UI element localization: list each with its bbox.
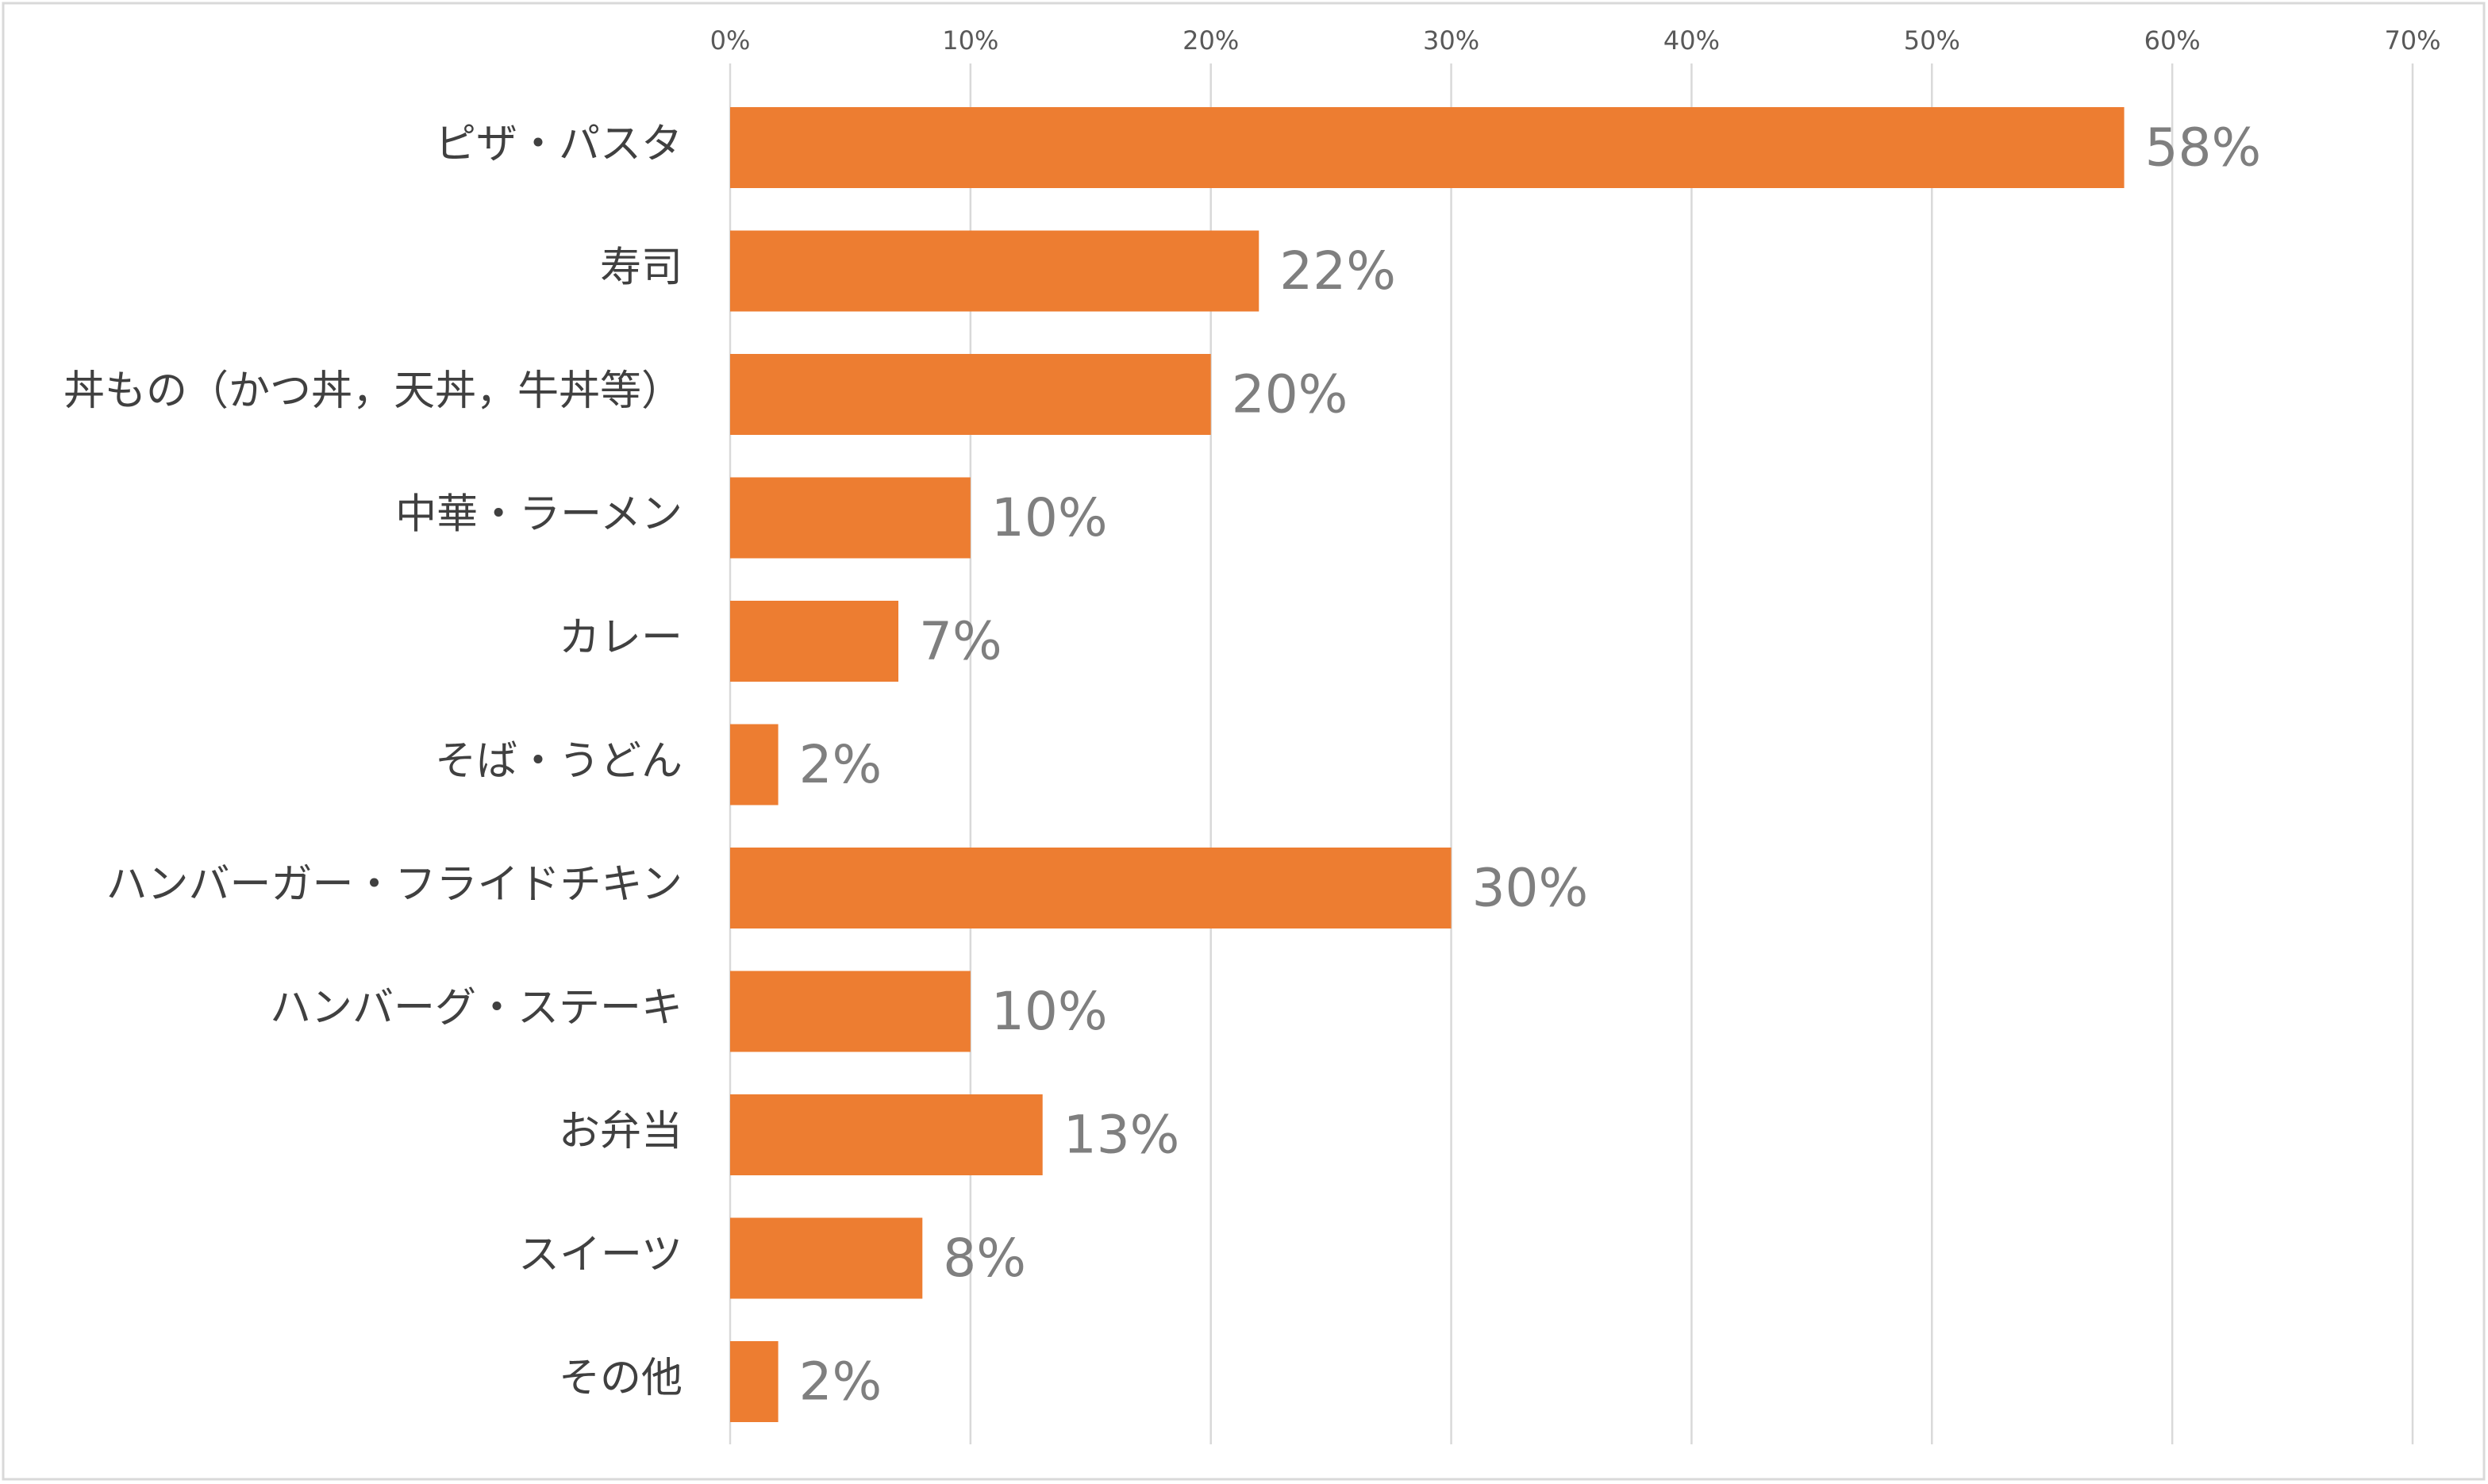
category-label: そば・うどん (435, 738, 683, 786)
bar (730, 230, 1259, 312)
data-label: 10% (991, 487, 1108, 548)
bar (730, 1217, 923, 1299)
x-tick-label: 40% (1663, 25, 1720, 56)
data-label: 7% (919, 611, 1002, 672)
data-label: 10% (991, 981, 1108, 1042)
data-label: 22% (1279, 240, 1396, 302)
category-label: 寿司 (600, 244, 683, 292)
x-tick-label: 10% (942, 25, 998, 56)
x-axis-tick-labels: 0% 10% 20% 30% 40% 50% 60% 70% (710, 25, 2441, 56)
x-tick-label: 50% (1904, 25, 1960, 56)
x-tick-label: 60% (2144, 25, 2201, 56)
bar (730, 601, 898, 682)
data-label: 13% (1063, 1105, 1180, 1166)
category-label: その他 (559, 1355, 683, 1402)
category-label: カレー (559, 614, 683, 662)
data-labels: 58% 22% 20% 10% 7% 2% 30% 10% 13% 8% 2% (799, 117, 2262, 1413)
bar (730, 971, 971, 1052)
data-label: 2% (799, 1351, 883, 1413)
bar (730, 724, 779, 805)
bar (730, 477, 971, 559)
category-label: お弁当 (559, 1108, 683, 1155)
x-tick-label: 0% (710, 25, 751, 56)
category-label: スイーツ (518, 1232, 683, 1279)
data-label: 2% (799, 734, 883, 795)
bar (730, 848, 1452, 928)
x-tick-label: 30% (1423, 25, 1479, 56)
bars (730, 107, 2125, 1422)
bar (730, 1341, 779, 1422)
x-tick-label: 70% (2384, 25, 2440, 56)
bar (730, 1094, 1043, 1175)
category-label: ピザ・パスタ (435, 121, 683, 168)
bar (730, 107, 2125, 188)
category-label: ハンバーグ・ステーキ (270, 985, 683, 1032)
category-label: 中華・ラーメン (395, 491, 683, 539)
x-tick-label: 20% (1182, 25, 1239, 56)
data-label: 20% (1232, 364, 1348, 425)
bar (730, 354, 1211, 435)
data-label: 8% (943, 1228, 1026, 1289)
category-label: 丼もの（かつ丼，天丼，牛丼等） (63, 367, 683, 415)
data-label: 58% (2145, 117, 2262, 179)
category-label: ハンバーガー・フライドチキン (106, 861, 683, 909)
data-label: 30% (1472, 858, 1589, 919)
